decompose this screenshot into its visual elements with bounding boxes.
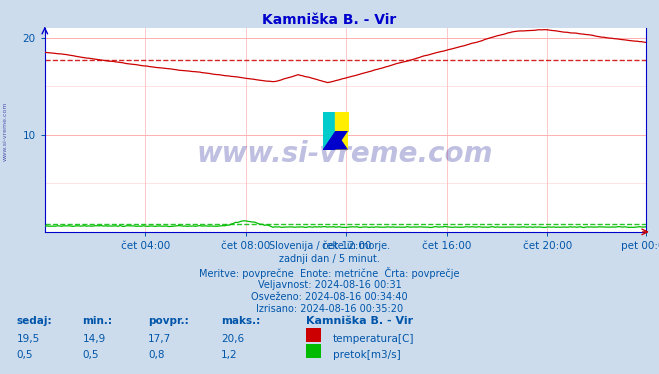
Text: 17,7: 17,7 — [148, 334, 171, 344]
Polygon shape — [323, 131, 348, 150]
Text: Kamniška B. - Vir: Kamniška B. - Vir — [262, 13, 397, 27]
Text: pretok[m3/s]: pretok[m3/s] — [333, 350, 401, 360]
Text: sedaj:: sedaj: — [16, 316, 52, 326]
Text: Izrisano: 2024-08-16 00:35:20: Izrisano: 2024-08-16 00:35:20 — [256, 304, 403, 315]
Text: Meritve: povprečne  Enote: metrične  Črta: povprečje: Meritve: povprečne Enote: metrične Črta:… — [199, 267, 460, 279]
Text: maks.:: maks.: — [221, 316, 260, 326]
Text: 1,2: 1,2 — [221, 350, 237, 360]
Text: www.si-vreme.com: www.si-vreme.com — [197, 140, 494, 168]
Text: Osveženo: 2024-08-16 00:34:40: Osveženo: 2024-08-16 00:34:40 — [251, 292, 408, 303]
Polygon shape — [323, 131, 335, 150]
Text: 20,6: 20,6 — [221, 334, 244, 344]
Text: zadnji dan / 5 minut.: zadnji dan / 5 minut. — [279, 254, 380, 264]
Text: povpr.:: povpr.: — [148, 316, 189, 326]
Text: Slovenija / reke in morje.: Slovenija / reke in morje. — [269, 241, 390, 251]
Text: min.:: min.: — [82, 316, 113, 326]
Text: 19,5: 19,5 — [16, 334, 40, 344]
Text: 0,5: 0,5 — [82, 350, 99, 360]
Text: 0,5: 0,5 — [16, 350, 33, 360]
Text: temperatura[C]: temperatura[C] — [333, 334, 415, 344]
Polygon shape — [323, 131, 348, 150]
Polygon shape — [335, 131, 348, 150]
Text: www.si-vreme.com: www.si-vreme.com — [3, 101, 8, 161]
Text: Kamniška B. - Vir: Kamniška B. - Vir — [306, 316, 414, 326]
Text: 0,8: 0,8 — [148, 350, 165, 360]
Text: 14,9: 14,9 — [82, 334, 105, 344]
Text: Veljavnost: 2024-08-16 00:31: Veljavnost: 2024-08-16 00:31 — [258, 280, 401, 291]
